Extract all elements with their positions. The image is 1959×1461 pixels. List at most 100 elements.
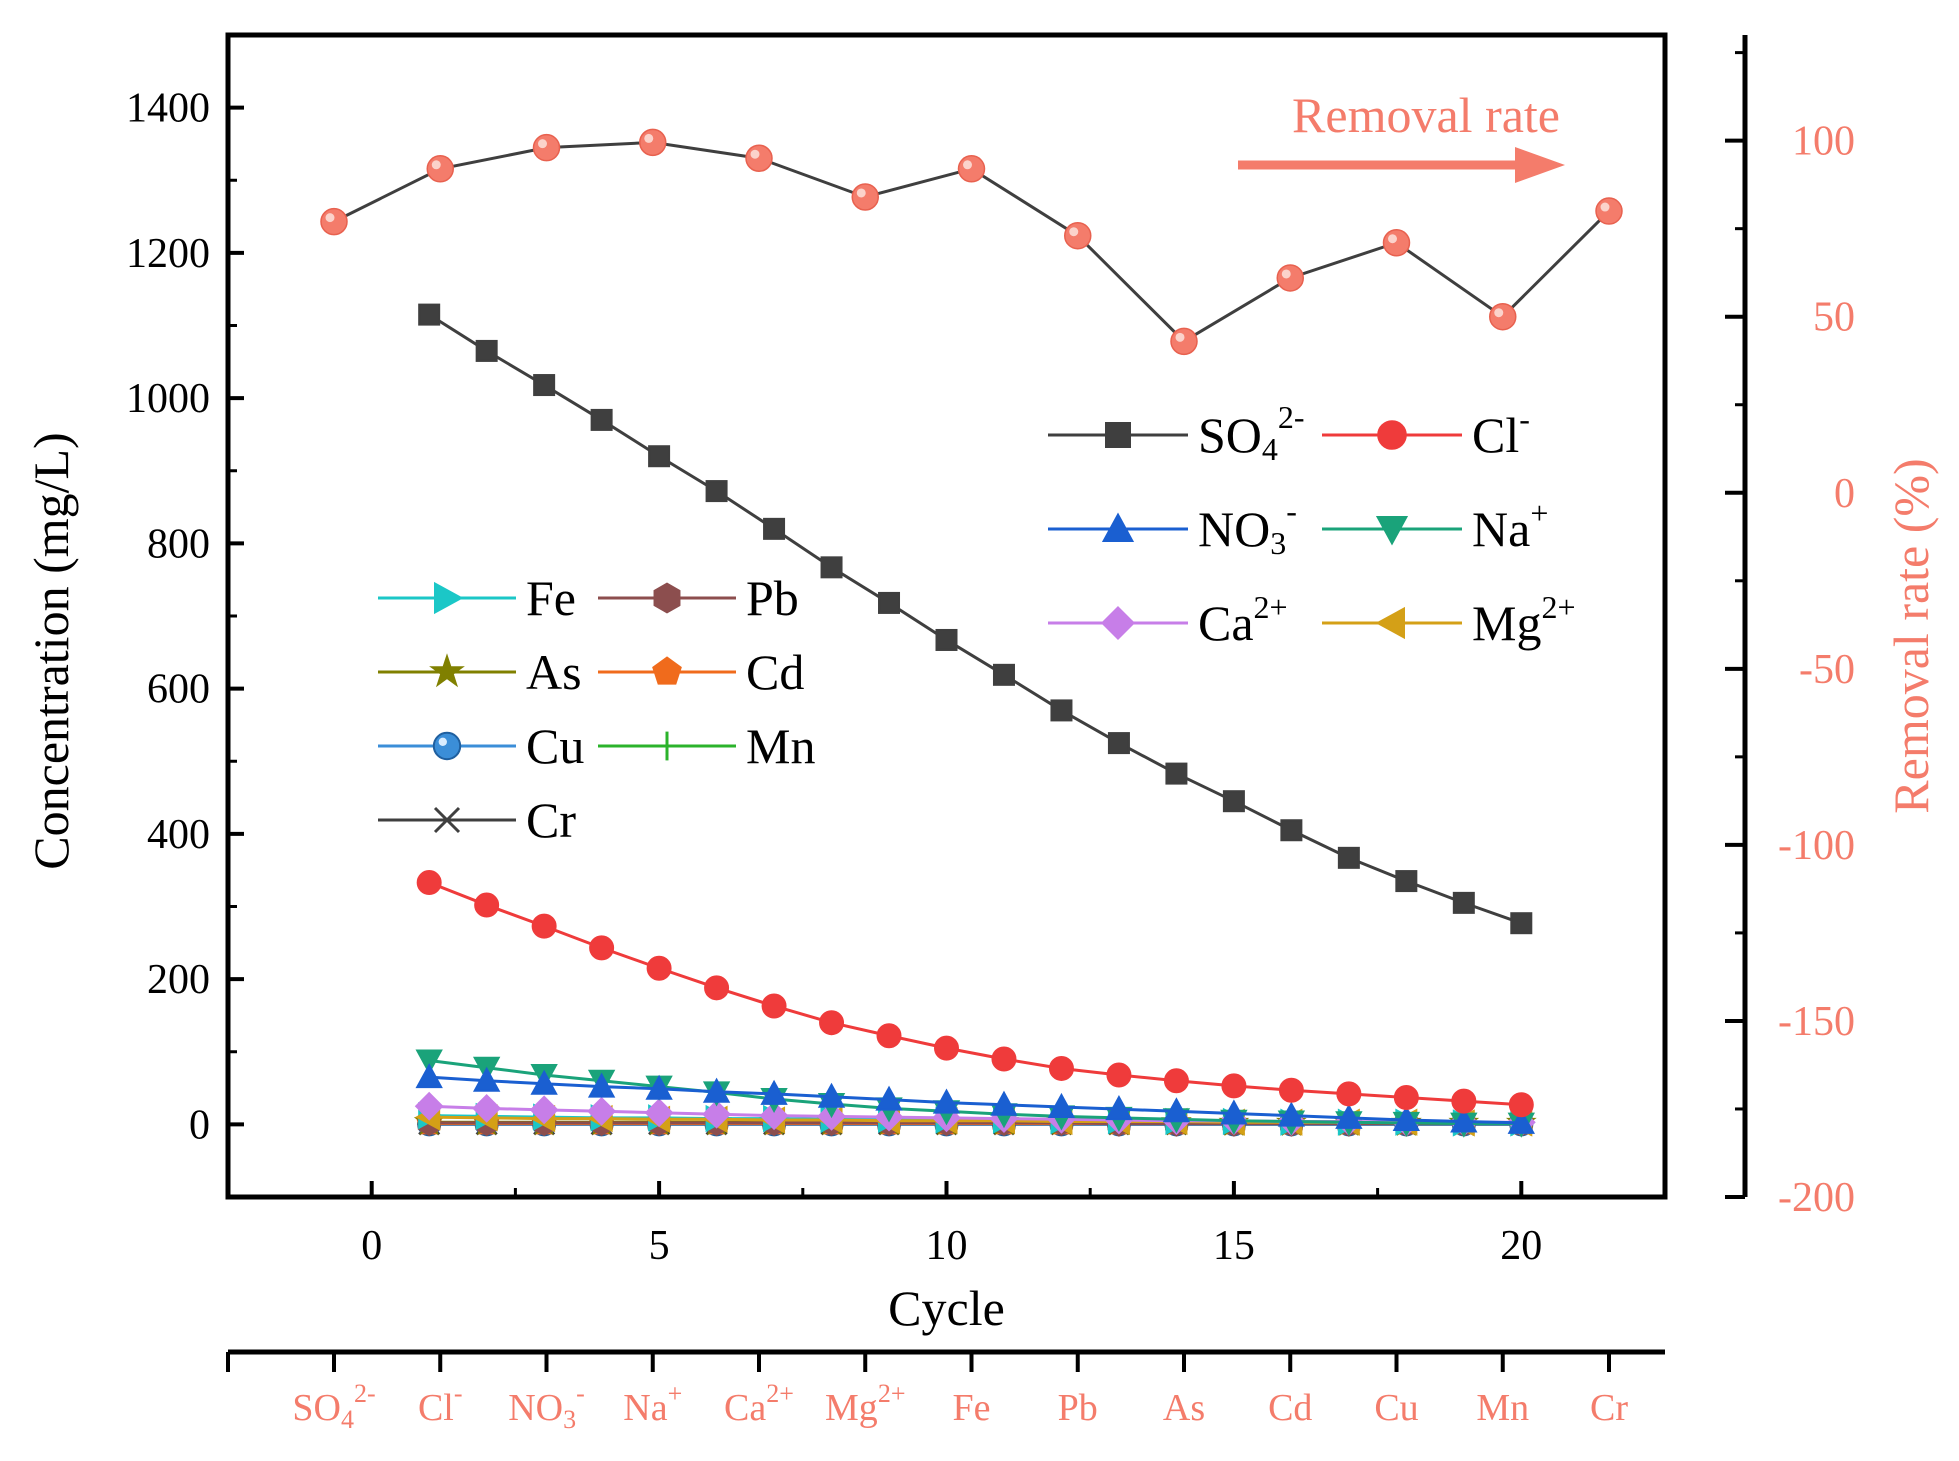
- data-point: [763, 517, 786, 540]
- data-point: [1336, 1081, 1362, 1107]
- data-point: [1393, 1085, 1419, 1111]
- legend-marker: [433, 806, 461, 834]
- data-point: [1280, 819, 1303, 842]
- data-point: [1165, 762, 1188, 785]
- removal-rate-point: [1276, 264, 1304, 292]
- data-point: [1163, 1068, 1189, 1094]
- x-tick-label: 15: [1213, 1223, 1255, 1269]
- y-tick-label: 0: [189, 1102, 210, 1148]
- y-tick-label: 600: [147, 667, 210, 713]
- series-cl: [416, 870, 1534, 1118]
- legend-label: Cd: [746, 644, 804, 700]
- data-point: [587, 1096, 617, 1126]
- legend-label: NO3-: [1198, 493, 1297, 561]
- legend-marker: [429, 653, 465, 688]
- legend-label: Ca2+: [1198, 589, 1288, 651]
- legend-label: Na+: [1472, 495, 1548, 557]
- y2-tick-label: 50: [1813, 295, 1855, 341]
- data-point: [876, 1023, 902, 1049]
- bottom-tick-label: Mn: [1476, 1387, 1529, 1429]
- legend-marker: [1375, 606, 1405, 640]
- data-point: [418, 303, 441, 326]
- legend: SO42- Cl- NO3- Na+ Ca2+ Mg2+ Fe Pb As Cd Cu Mn Cr: [378, 399, 1576, 848]
- data-point: [472, 1093, 502, 1123]
- data-point: [1221, 1073, 1247, 1099]
- data-point: [1392, 1105, 1421, 1132]
- y-tick-label: 800: [147, 521, 210, 567]
- data-point: [1395, 870, 1418, 893]
- data-point: [1451, 1088, 1477, 1114]
- data-point: [702, 1099, 731, 1129]
- plot-border: [225, 32, 1668, 1200]
- data-point: [1452, 891, 1475, 914]
- legend-marker: [652, 656, 682, 685]
- legend-marker: [434, 581, 464, 615]
- bottom-tick-label: Pb: [1058, 1387, 1098, 1429]
- series-line: [429, 1075, 1522, 1125]
- data-point: [415, 1063, 443, 1089]
- y2-axis-title: Removal rate (%): [1883, 458, 1939, 813]
- y2-tick-label: -200: [1778, 1175, 1855, 1221]
- removal-rate-point: [1382, 229, 1411, 257]
- data-point: [1047, 1092, 1076, 1118]
- legend-item-mg2: Mg2+: [1322, 589, 1576, 651]
- y2-tick-label: 0: [1834, 471, 1855, 517]
- data-point: [1050, 699, 1073, 722]
- data-point: [589, 935, 615, 961]
- data-point: [704, 975, 730, 1001]
- data-point: [992, 663, 1015, 686]
- legend-item-cu: Cu: [378, 718, 584, 774]
- series-so4-2: [418, 303, 1533, 935]
- data-point: [759, 1101, 789, 1131]
- data-point: [990, 1090, 1018, 1116]
- data-point: [1162, 1097, 1191, 1123]
- bottom-tick-label: Na+: [623, 1379, 682, 1429]
- bottom-tick-label: Ca2+: [724, 1379, 794, 1429]
- legend-item-fe: Fe: [378, 570, 576, 626]
- y-tick-label: 1000: [126, 376, 210, 422]
- legend-label: Mn: [746, 718, 815, 774]
- data-point: [1278, 1077, 1304, 1103]
- y-tick-label: 400: [147, 812, 210, 858]
- data-point: [529, 1095, 559, 1125]
- data-point: [648, 445, 671, 468]
- legend-marker: [1105, 422, 1131, 448]
- legend-item-ca2: Ca2+: [1048, 589, 1288, 651]
- data-point: [1337, 846, 1360, 869]
- legend-label: Fe: [526, 570, 576, 626]
- legend-item-no3: NO3-: [1048, 493, 1297, 561]
- data-point: [474, 892, 500, 918]
- annotation: Removal rate: [1238, 87, 1565, 183]
- y2-tick-label: -150: [1778, 999, 1855, 1045]
- x-tick-label: 5: [649, 1223, 670, 1269]
- data-point: [1335, 1103, 1363, 1129]
- plot-frame: [225, 32, 1668, 1200]
- data-point: [1106, 1062, 1132, 1088]
- series-no3: [415, 1063, 1535, 1134]
- removal-rate-annotation: Removal rate: [1292, 87, 1560, 143]
- data-point: [935, 628, 958, 651]
- legend-item-as: As: [378, 644, 582, 700]
- x-tick-label: 0: [361, 1223, 382, 1269]
- data-point: [1220, 1099, 1248, 1125]
- data-point: [1105, 1095, 1133, 1121]
- data-point: [705, 480, 728, 503]
- y2-tick-label: 100: [1792, 119, 1855, 165]
- removal-rate-point: [320, 207, 348, 236]
- bottom-tick-label: NO3-: [508, 1379, 585, 1434]
- data-point: [645, 1074, 673, 1100]
- legend-marker: [1100, 605, 1136, 641]
- data-point: [533, 374, 556, 397]
- data-point: [875, 1085, 903, 1111]
- legend-label: Cu: [526, 718, 584, 774]
- legend-label: Cr: [526, 792, 576, 848]
- removal-rate-point: [1170, 327, 1198, 356]
- data-point: [1510, 912, 1533, 935]
- legend-marker: [653, 582, 681, 614]
- legend-marker: [1101, 512, 1135, 542]
- legend-label: Pb: [746, 570, 799, 626]
- legend-marker: [652, 731, 682, 761]
- data-point: [934, 1035, 959, 1061]
